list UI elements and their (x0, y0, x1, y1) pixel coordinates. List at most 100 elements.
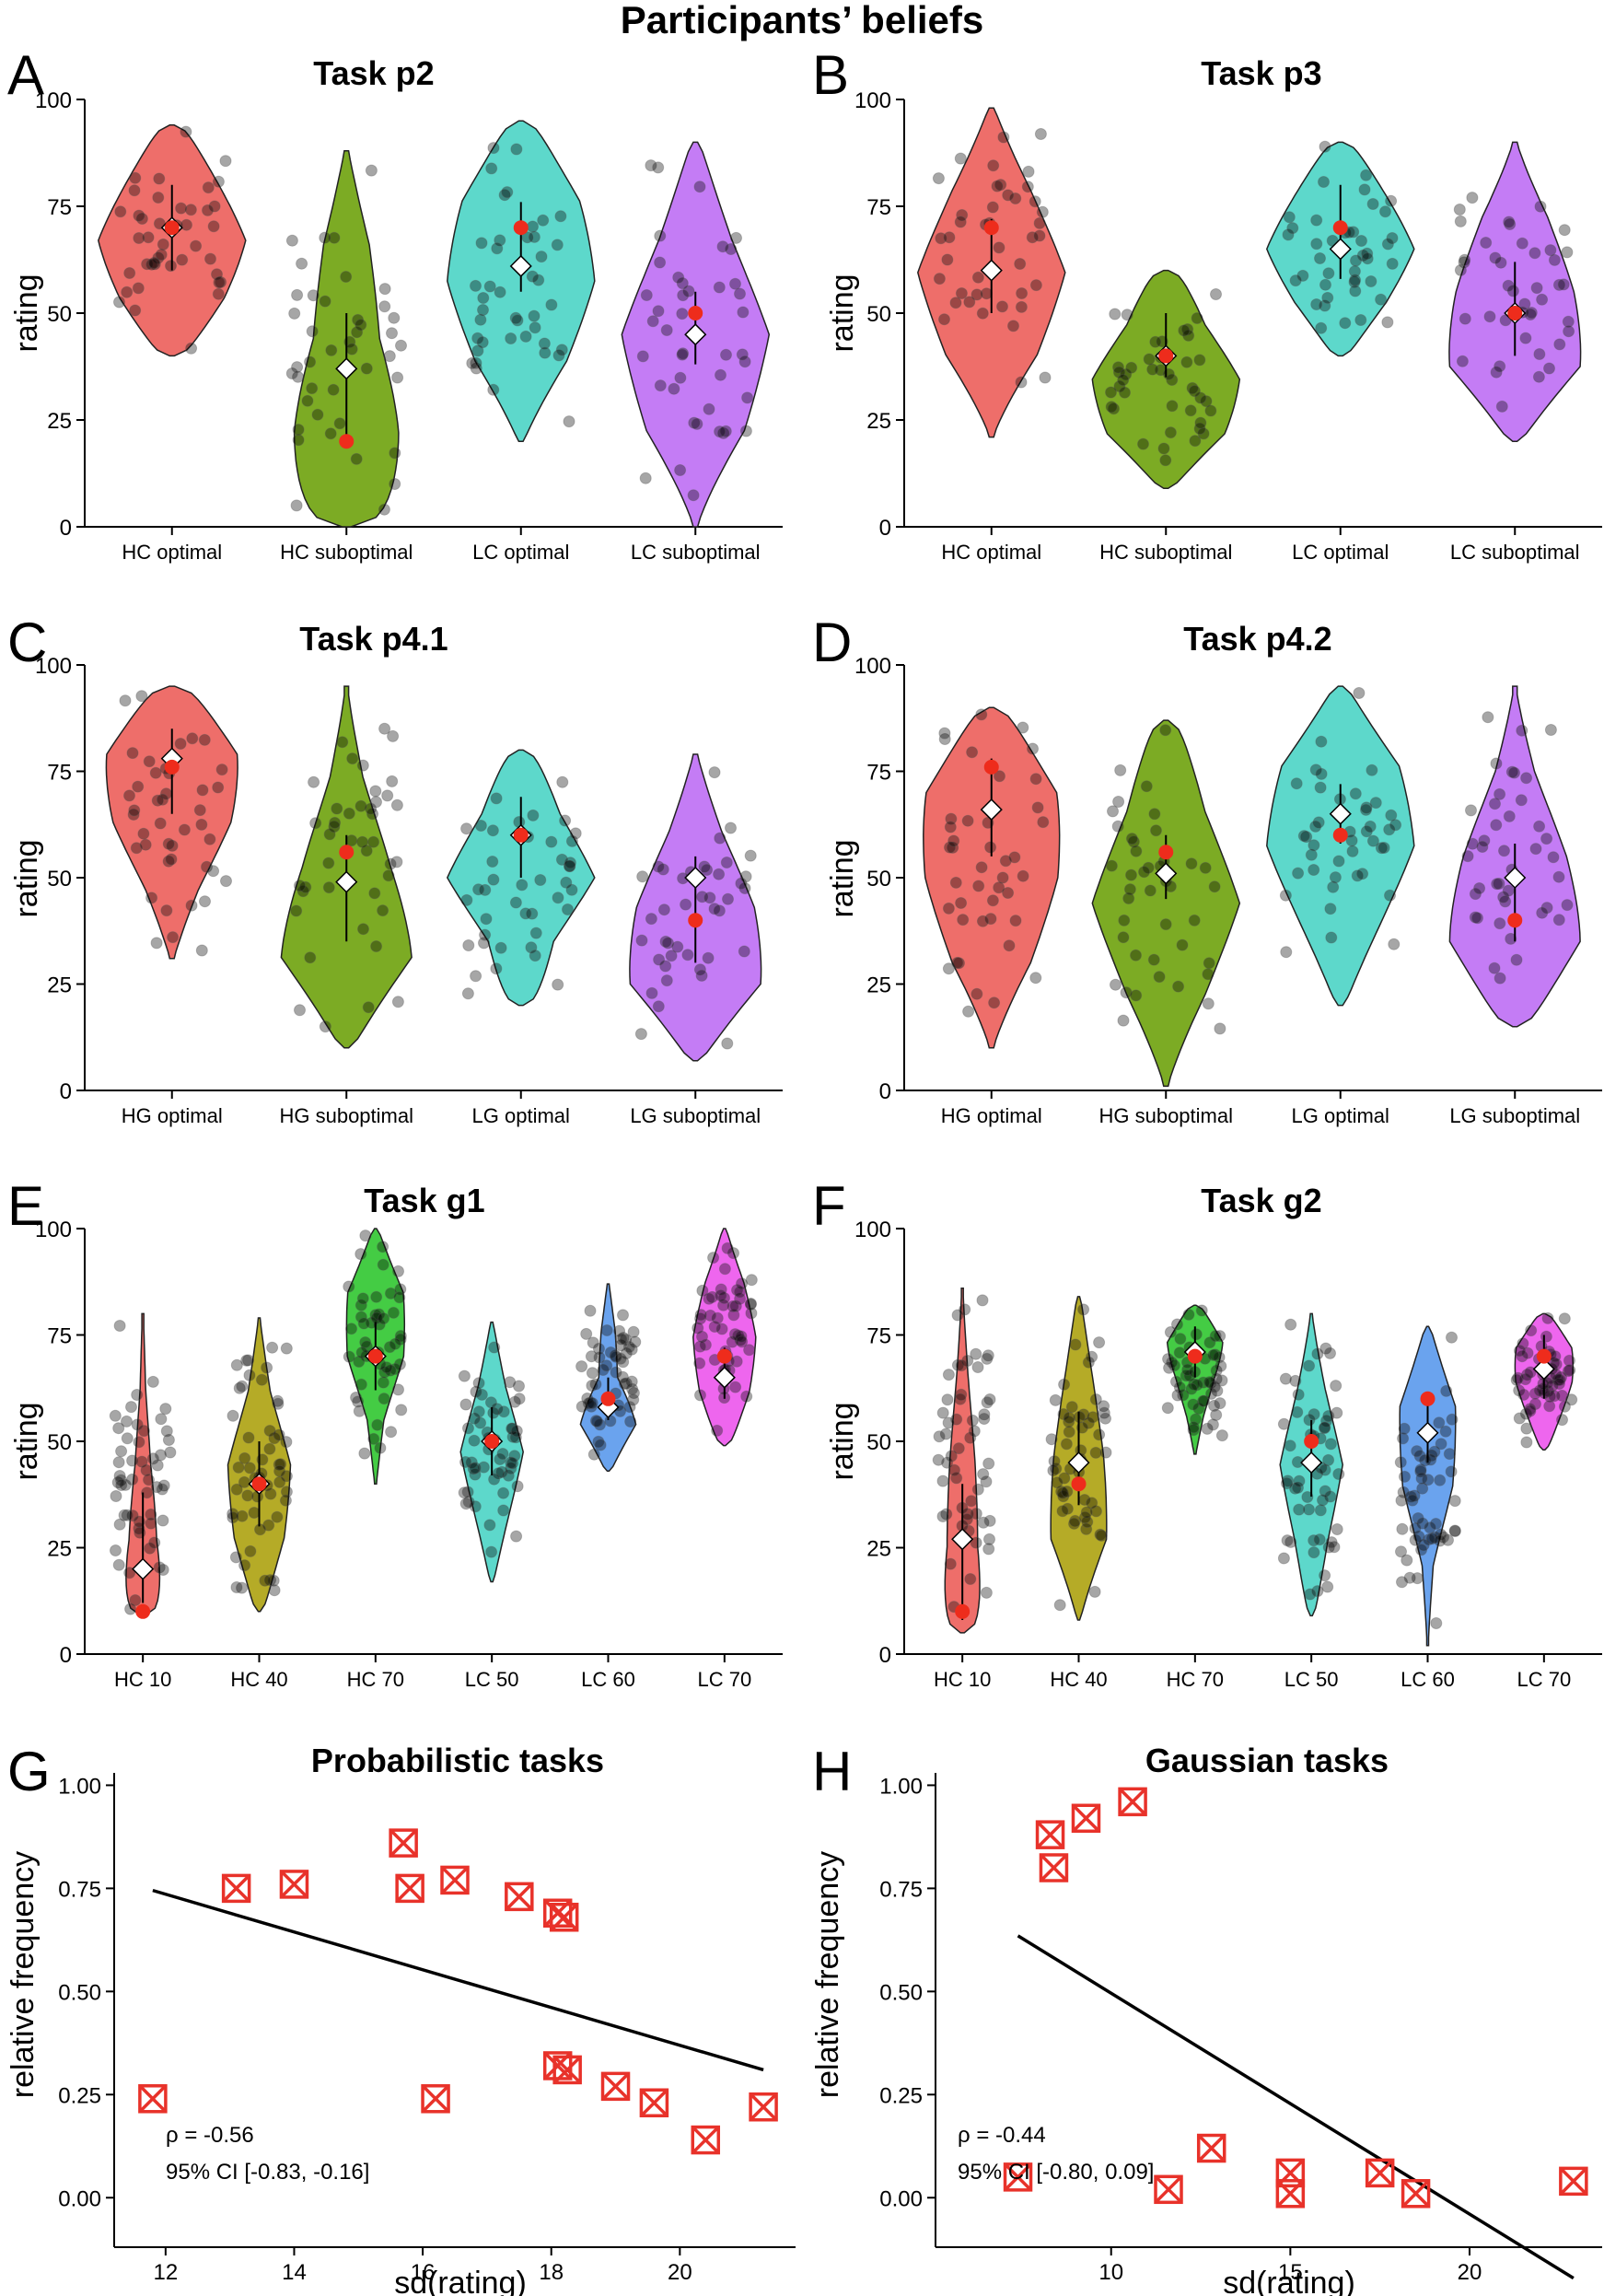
participant-point (1204, 404, 1217, 417)
participant-point (1548, 1390, 1561, 1403)
x-tick-label: HG optimal (941, 1104, 1042, 1127)
participant-point (147, 256, 160, 269)
participant-point (933, 1430, 946, 1443)
participant-point (385, 1426, 398, 1439)
participant-point (1563, 1364, 1576, 1377)
participant-point (1199, 861, 1212, 874)
participant-point (1061, 1486, 1074, 1498)
participant-point (1513, 1384, 1526, 1397)
participant-point (378, 1366, 391, 1379)
participant-point (1469, 911, 1482, 924)
panel-b: B Task p3 rating 0 25 50 75 100 HC optimal HC sub… (812, 44, 1602, 564)
participant-point (1003, 939, 1016, 952)
participant-point (299, 880, 312, 893)
participant-point (497, 1405, 510, 1418)
participant-point (203, 833, 216, 845)
participant-point (997, 131, 1010, 144)
x-tick-label: HC 10 (934, 1668, 991, 1691)
participant-point (1561, 899, 1574, 912)
participant-point (162, 855, 175, 868)
participant-point (1125, 833, 1138, 845)
participant-point (1289, 1482, 1302, 1495)
participant-point (159, 1403, 172, 1416)
participant-point (292, 424, 305, 436)
participant-point (1127, 835, 1140, 848)
participant-point (143, 1474, 155, 1486)
participant-point (367, 835, 380, 848)
participant-point (1148, 808, 1161, 821)
participant-point (646, 315, 659, 328)
point-cross (692, 2126, 720, 2154)
participant-point (1112, 366, 1125, 379)
participant-point (593, 1343, 605, 1355)
participant-point (1504, 218, 1517, 230)
panel-title: Task p4.2 (1183, 620, 1331, 658)
participant-point (534, 874, 547, 886)
participant-point (1186, 381, 1199, 394)
participant-point (1482, 711, 1494, 724)
participant-point (475, 237, 488, 250)
x-tick-label: HC 40 (230, 1668, 287, 1691)
participant-point (1521, 1346, 1534, 1359)
mean-dot (164, 759, 180, 775)
participant-point (964, 1431, 977, 1444)
participant-point (460, 822, 473, 835)
participant-point (1555, 1389, 1568, 1402)
participant-point (1021, 181, 1034, 193)
median-diamond (980, 259, 1003, 282)
participant-point (1174, 1333, 1187, 1346)
participant-point (1187, 1424, 1200, 1437)
participant-point (1412, 1512, 1424, 1524)
participant-point (1495, 400, 1508, 413)
participant-point (1125, 361, 1138, 374)
participant-point (729, 1300, 742, 1312)
participant-point (708, 766, 721, 779)
data-point (1118, 1787, 1147, 1817)
participant-point (469, 1500, 482, 1513)
participant-point (510, 143, 523, 156)
participant-point (947, 834, 960, 847)
participant-point (727, 1247, 739, 1260)
participant-point (944, 1557, 957, 1570)
participant-point (492, 1467, 505, 1480)
participant-point (494, 941, 507, 954)
participant-point (378, 1312, 390, 1325)
participant-point (1414, 1465, 1427, 1478)
participant-point (1366, 763, 1378, 776)
participant-point (366, 1316, 378, 1329)
participant-point (1415, 1544, 1428, 1556)
regression-line (1017, 1934, 1575, 2280)
participant-point (294, 1004, 306, 1017)
participant-point (521, 231, 534, 244)
participant-point (180, 218, 192, 231)
participant-point (1324, 1438, 1337, 1451)
participant-point (942, 902, 955, 915)
participant-point (1203, 1376, 1216, 1389)
participant-point (552, 349, 565, 362)
x-tick-label: 14 (282, 2260, 307, 2285)
participant-point (1282, 228, 1295, 241)
y-tick-label: 1.00 (879, 1774, 923, 1799)
panel-letter: G (7, 1741, 51, 1802)
participant-point (118, 1509, 131, 1521)
participant-point (1036, 205, 1049, 218)
mean-dot (1507, 306, 1523, 321)
point-cross (222, 1874, 250, 1903)
participant-point (1069, 1338, 1082, 1351)
median-diamond (1329, 802, 1352, 825)
participant-point (519, 907, 532, 920)
participant-point (211, 268, 223, 281)
participant-point (184, 204, 197, 216)
participant-point (212, 287, 225, 300)
participant-point (123, 1567, 136, 1579)
x-tick-label: LC 60 (581, 1668, 635, 1691)
participant-point (1301, 1491, 1314, 1503)
participant-point (1533, 1384, 1546, 1397)
point-cross (1004, 2162, 1032, 2192)
participant-point (620, 1334, 633, 1346)
participant-point (731, 1284, 743, 1297)
participant-point (355, 1378, 367, 1391)
participant-point (652, 305, 665, 318)
participant-point (336, 736, 349, 749)
y-tick-label: 0 (60, 1079, 72, 1104)
